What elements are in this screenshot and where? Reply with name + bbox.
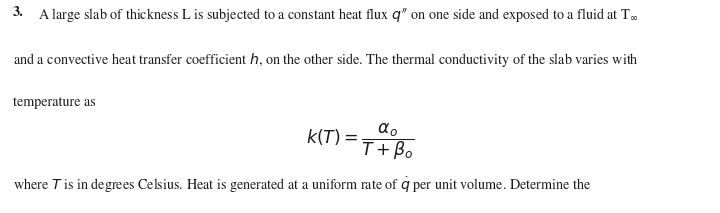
Text: A large slab of thickness L is subjected to a constant heat flux $q''$ on one si: A large slab of thickness L is subjected… [38,6,639,24]
Text: temperature as: temperature as [13,96,96,109]
Text: where $T$ is in degrees Celsius. Heat is generated at a uniform rate of $\dot{q}: where $T$ is in degrees Celsius. Heat is… [13,176,591,196]
Text: 3.: 3. [13,6,24,19]
Text: and a convective heat transfer coefficient $h$, on the other side. The thermal c: and a convective heat transfer coefficie… [13,51,639,69]
Text: $k(T) = \dfrac{\alpha_o}{T + \beta_o}$: $k(T) = \dfrac{\alpha_o}{T + \beta_o}$ [306,121,414,162]
